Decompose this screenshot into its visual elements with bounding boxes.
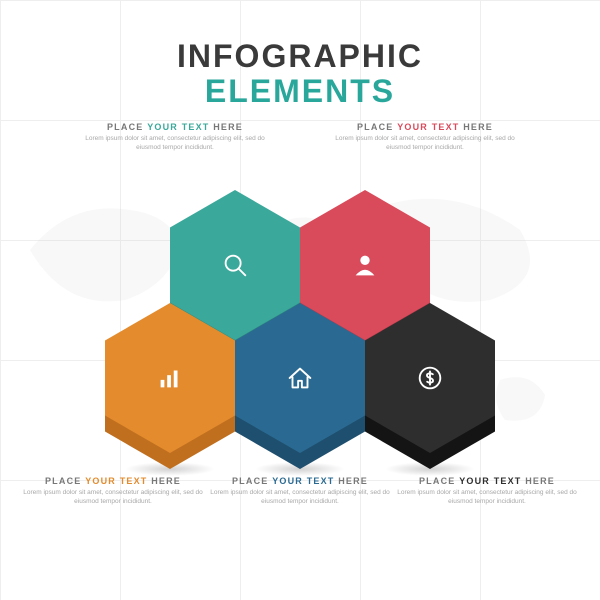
callout-hex-home: PLACE YOUR TEXT HERE Lorem ipsum dolor si…: [205, 476, 395, 507]
callout-body: Lorem ipsum dolor sit amet, consectetur …: [80, 135, 270, 153]
chart-icon: [105, 303, 235, 453]
hexagon-stage: PLACE YOUR TEXT HERELorem ipsum dolor si…: [0, 160, 600, 500]
callout-body: Lorem ipsum dolor sit amet, consectetur …: [205, 489, 395, 507]
title-block: INFOGRAPHIC ELEMENTS: [0, 0, 600, 110]
title-line-2: ELEMENTS: [0, 73, 600, 110]
callout-subtitle: PLACE YOUR TEXT HERE: [80, 122, 270, 132]
callout-body: Lorem ipsum dolor sit amet, consectetur …: [18, 489, 208, 507]
callout-body: Lorem ipsum dolor sit amet, consectetur …: [392, 489, 582, 507]
callout-hex-search: PLACE YOUR TEXT HERE Lorem ipsum dolor si…: [80, 122, 270, 153]
title-line-1: INFOGRAPHIC: [0, 38, 600, 75]
callout-hex-user: PLACE YOUR TEXT HERE Lorem ipsum dolor si…: [330, 122, 520, 153]
hex-dollar: [365, 303, 495, 453]
hex-chart: [105, 303, 235, 453]
home-icon: [235, 303, 365, 453]
callout-subtitle: PLACE YOUR TEXT HERE: [205, 476, 395, 486]
dollar-icon: [365, 303, 495, 453]
callout-subtitle: PLACE YOUR TEXT HERE: [18, 476, 208, 486]
hex-home: [235, 303, 365, 453]
callout-subtitle: PLACE YOUR TEXT HERE: [330, 122, 520, 132]
callout-hex-dollar: PLACE YOUR TEXT HERE Lorem ipsum dolor si…: [392, 476, 582, 507]
callout-hex-chart: PLACE YOUR TEXT HERE Lorem ipsum dolor si…: [18, 476, 208, 507]
callout-subtitle: PLACE YOUR TEXT HERE: [392, 476, 582, 486]
callout-body: Lorem ipsum dolor sit amet, consectetur …: [330, 135, 520, 153]
